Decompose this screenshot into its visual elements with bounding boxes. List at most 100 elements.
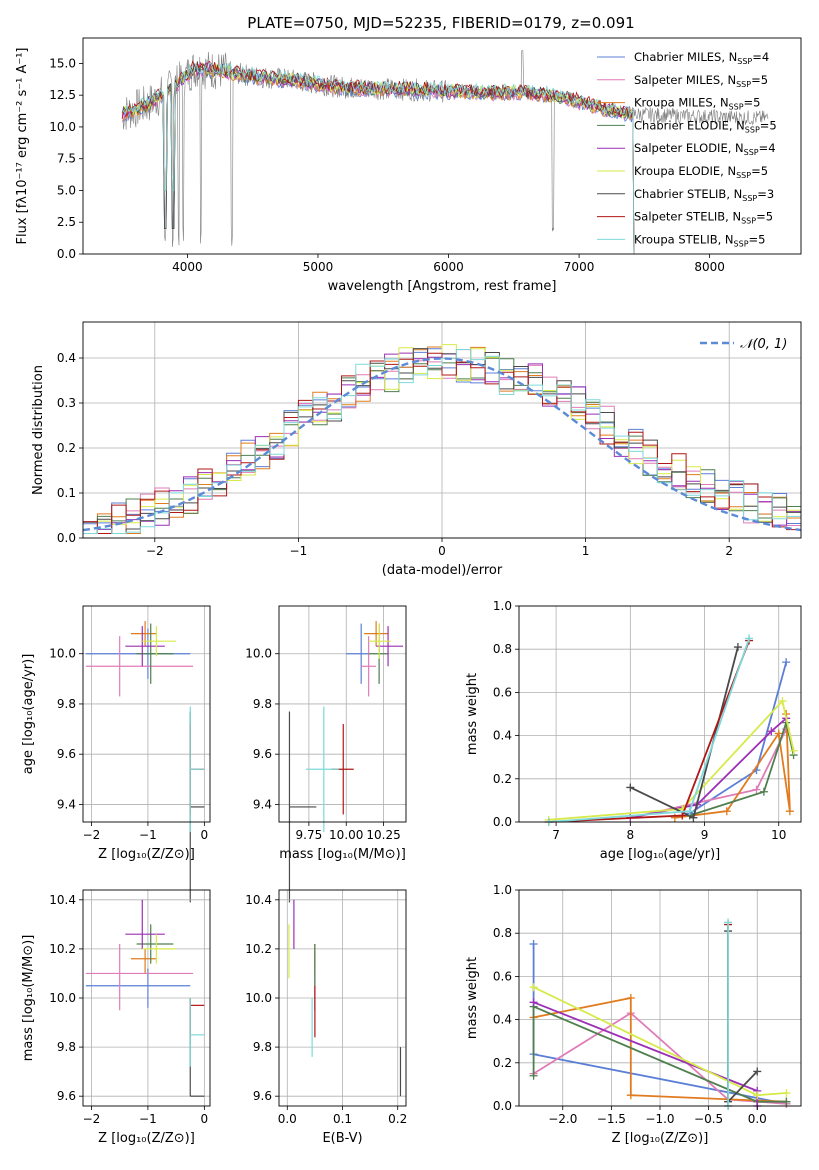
y-tick-label: 0.4 [493, 1013, 512, 1027]
weight-marker [724, 918, 733, 927]
weight-marker [789, 746, 798, 755]
y-tick-label: 9.8 [57, 697, 76, 711]
y-axis-label: mass weight [465, 957, 480, 1039]
x-tick-label: 0 [201, 828, 209, 842]
y-tick-label: 0.4 [57, 351, 76, 365]
chart-age_vs_mass: 9.75 10.00 10.25 9.4 9.6 9.8 10.0 mass [log₁₀(M… [245, 605, 407, 903]
legend-label: Kroupa ELODIE, NSSP=5 [634, 164, 768, 180]
x-tick-label: −1 [290, 544, 308, 558]
figure-title: PLATE=0750, MJD=52235, FIBERID=0179, z=0… [247, 14, 634, 32]
axes-frame [278, 605, 407, 823]
y-tick-label: 7.5 [57, 152, 76, 166]
spectrum-legend: Chabrier MILES, NSSP=4 Salpeter MILES, NS… [597, 50, 777, 248]
weight-marker [782, 1089, 791, 1098]
y-tick-label: 0.6 [493, 685, 512, 699]
chart-weight_vs_age: 7 8 9 10 0.0 0.2 0.4 0.6 0.8 1.0 age [log₁₀(age/yr… [465, 599, 802, 862]
x-tick-label: −2 [83, 828, 101, 842]
y-tick-label: 10.0 [49, 991, 76, 1005]
legend-label: Salpeter ELODIE, NSSP=4 [634, 141, 776, 157]
x-tick-label: 10.00 [329, 828, 363, 842]
y-tick-label: 15.0 [49, 56, 76, 70]
y-tick-label: 10.4 [49, 893, 76, 907]
y-tick-label: 0.0 [57, 247, 76, 261]
weight-marker [529, 940, 538, 948]
legend-label: Chabrier ELODIE, NSSP=5 [634, 118, 777, 134]
y-tick-label: 5.0 [57, 183, 76, 197]
y-tick-label: 2.5 [57, 215, 76, 229]
x-axis-label: E(B-V) [322, 1131, 362, 1146]
x-tick-label: 10.25 [366, 828, 400, 842]
x-tick-label: −0.5 [694, 1112, 723, 1126]
x-axis-label: (data-model)/error [382, 563, 503, 578]
weight-marker [529, 1071, 538, 1080]
y-tick-label: 9.8 [253, 1040, 272, 1054]
weight-marker [733, 643, 742, 652]
y-tick-label: 1.0 [493, 883, 512, 897]
normal-curve [82, 357, 802, 532]
y-tick-label: 10.4 [245, 893, 272, 907]
weight-marker [753, 1067, 762, 1076]
y-axis-label: Flux [fλ10⁻¹⁷ erg cm⁻² s⁻¹ A⁻¹] [15, 48, 30, 245]
chart-age_vs_Z: −2 −1 0 9.4 9.6 9.8 10.0 Z [log₁₀(Z/Z⊙)] age [lo… [21, 605, 211, 903]
x-tick-label: −1.5 [597, 1112, 626, 1126]
chart-mass_vs_Z: −2 −1 0 9.6 9.8 10.0 10.2 10.4 Z [log₁₀(Z/Z⊙)] ma… [21, 889, 211, 1146]
weight-marker [626, 783, 635, 792]
y-tick-label: 0.0 [493, 815, 512, 829]
axes-frame [82, 605, 211, 823]
legend-label: Salpeter MILES, NSSP=5 [634, 73, 768, 89]
y-tick-label: 10.0 [49, 647, 76, 661]
chart-weight_vs_Z: −2.0 −1.5 −1.0 −0.5 0.0 0.0 0.2 0.4 0.6 0.8 1.0 Z [… [465, 883, 802, 1146]
y-tick-label: 9.8 [253, 697, 272, 711]
y-axis-label: age [log₁₀(age/yr)] [21, 654, 36, 775]
y-axis-label: mass [log₁₀(M/M⊙)] [21, 935, 36, 1062]
x-tick-label: 7000 [564, 260, 595, 274]
weight-marker [782, 658, 791, 667]
y-tick-label: 0.0 [493, 1099, 512, 1113]
x-tick-label: 8000 [694, 260, 725, 274]
y-tick-label: 1.0 [493, 599, 512, 613]
x-tick-label: 6000 [433, 260, 464, 274]
x-tick-label: 0.1 [333, 1112, 352, 1126]
y-tick-label: 0.8 [493, 642, 512, 656]
spectrum-model [122, 62, 635, 254]
weight-marker [529, 998, 538, 1007]
chart-mass_vs_ebv: 0.0 0.1 0.2 9.6 9.8 10.0 10.2 10.4 E(B-V) [245, 889, 407, 1146]
weight-line-salpeter-miles [630, 728, 788, 819]
y-tick-label: 0.8 [493, 926, 512, 940]
y-tick-label: 0.4 [493, 729, 512, 743]
legend-label: Kroupa STELIB, NSSP=5 [634, 232, 765, 248]
weight-marker [685, 807, 694, 816]
y-tick-label: 10.2 [245, 942, 272, 956]
x-tick-label: 9.75 [296, 828, 323, 842]
x-tick-label: −2.0 [548, 1112, 577, 1126]
y-tick-label: 0.2 [493, 772, 512, 786]
weight-line-kroupa-miles [533, 996, 787, 1103]
x-tick-label: 9 [701, 828, 709, 842]
y-tick-label: 9.8 [57, 1040, 76, 1054]
y-tick-label: 10.0 [245, 991, 272, 1005]
weight-marker [774, 729, 783, 738]
weight-marker [782, 1097, 791, 1106]
y-tick-label: 0.1 [57, 486, 76, 500]
chart-residuals: −2 −1 0 1 2 0.0 0.1 0.2 0.3 0.4 (data-model)/error… [31, 321, 802, 578]
weight-line-salpeter-elodie [630, 717, 787, 819]
y-tick-label: 10.0 [245, 647, 272, 661]
y-tick-label: 9.6 [253, 747, 272, 761]
x-tick-label: 2 [725, 544, 733, 558]
y-tick-label: 10.0 [49, 120, 76, 134]
y-tick-label: 9.4 [253, 797, 272, 811]
axes-frame [518, 605, 802, 823]
spectrum-model [121, 60, 635, 254]
legend-label: Kroupa MILES, NSSP=5 [634, 96, 760, 112]
y-tick-label: 0.6 [493, 969, 512, 983]
weight-line-kroupa-elodie [548, 699, 795, 821]
legend-label: Chabrier STELIB, NSSP=3 [634, 187, 774, 203]
x-tick-label: 8 [626, 828, 634, 842]
histogram-salpeter-stelib [83, 352, 801, 534]
x-axis-label: Z [log₁₀(Z/Z⊙)] [98, 847, 195, 862]
x-tick-label: −1 [139, 1112, 157, 1126]
x-tick-label: 0.2 [388, 1112, 407, 1126]
x-tick-label: −2 [83, 1112, 101, 1126]
y-tick-label: 12.5 [49, 88, 76, 102]
